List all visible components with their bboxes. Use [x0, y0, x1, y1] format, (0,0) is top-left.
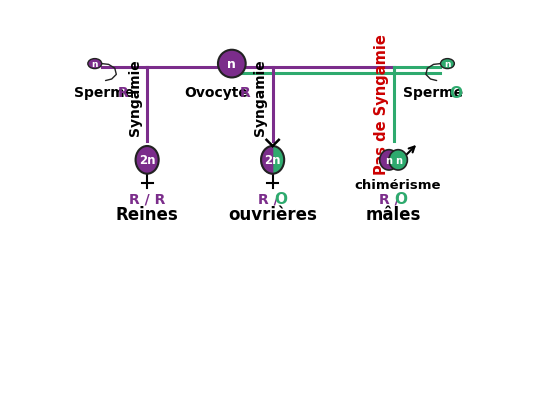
Text: O: O	[449, 86, 462, 101]
Ellipse shape	[261, 147, 284, 174]
Ellipse shape	[136, 147, 159, 174]
Text: ouvrières: ouvrières	[228, 205, 317, 223]
Text: O: O	[274, 191, 287, 207]
Text: O: O	[395, 191, 408, 207]
Text: Pas de Syngamie: Pas de Syngamie	[373, 34, 389, 175]
Ellipse shape	[218, 51, 246, 78]
Ellipse shape	[389, 151, 408, 171]
Text: R /: R /	[378, 192, 399, 206]
Text: Sperme: Sperme	[403, 86, 463, 100]
Text: n: n	[395, 155, 402, 166]
Text: Sperme: Sperme	[74, 86, 134, 100]
Text: n: n	[91, 60, 98, 69]
Ellipse shape	[441, 59, 454, 70]
Text: Syngamie: Syngamie	[254, 59, 267, 135]
Text: 2n: 2n	[139, 154, 156, 167]
Text: Reines: Reines	[116, 205, 179, 223]
Text: Ovocyte: Ovocyte	[184, 86, 248, 100]
Text: R / R: R / R	[129, 192, 166, 206]
Text: R: R	[240, 86, 250, 100]
Text: mâles: mâles	[366, 205, 421, 223]
Text: n: n	[444, 60, 450, 69]
Text: R: R	[118, 86, 129, 100]
Text: n: n	[386, 155, 392, 166]
Text: 2n: 2n	[265, 154, 281, 167]
Text: chimérisme: chimérisme	[354, 179, 441, 192]
Polygon shape	[261, 147, 273, 174]
Text: n: n	[227, 58, 236, 71]
Text: R /: R /	[257, 192, 278, 206]
Ellipse shape	[379, 151, 398, 171]
Ellipse shape	[261, 147, 284, 174]
Ellipse shape	[88, 59, 102, 70]
Text: Syngamie: Syngamie	[128, 59, 142, 135]
